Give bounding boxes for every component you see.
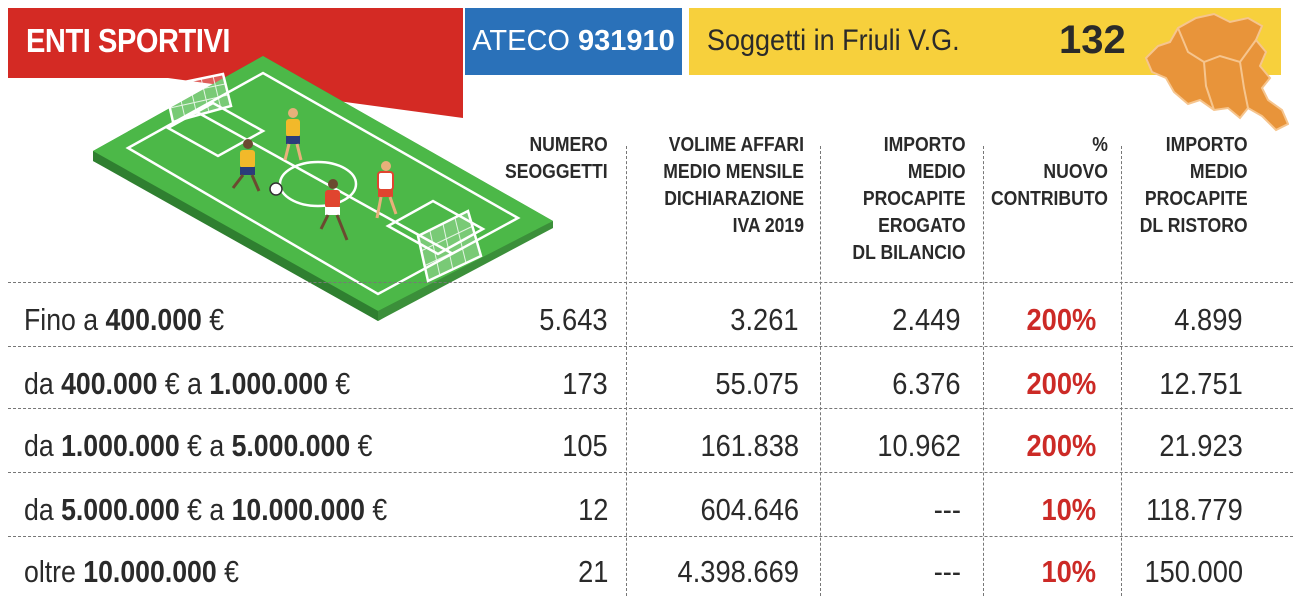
row-divider xyxy=(8,346,1293,347)
ateco-code: 931910 xyxy=(577,25,675,57)
numero-soggetti-value: 105 xyxy=(562,428,608,463)
soggetti-count: 132 xyxy=(1059,18,1126,62)
column-divider xyxy=(983,146,984,596)
player-red-1-icon xyxy=(319,179,349,241)
friuli-map-icon xyxy=(1144,12,1289,132)
numero-soggetti-value: 173 xyxy=(562,366,608,401)
table-row: oltre 10.000.000 € 21 4.398.669 --- 10% … xyxy=(8,544,1293,604)
header-importo-bilancio: IMPORTO MEDIO PROCAPITE EROGATO DL BILANCIO xyxy=(852,134,966,264)
importo-ristoro-value: 150.000 xyxy=(1144,554,1243,589)
range-label: da 1.000.000 € a 5.000.000 € xyxy=(24,428,373,463)
importo-bilancio-value: 2.449 xyxy=(892,302,961,337)
table-row: da 400.000 € a 1.000.000 € 173 55.075 6.… xyxy=(8,356,1293,416)
football-pitch-illustration xyxy=(93,56,553,321)
player-red-2-icon xyxy=(375,161,398,219)
title-band: ENTI SPORTIVI xyxy=(8,8,463,118)
importo-bilancio-value: --- xyxy=(933,492,961,527)
table-row: da 1.000.000 € a 5.000.000 € 105 161.838… xyxy=(8,418,1293,478)
importo-ristoro-value: 4.899 xyxy=(1174,302,1243,337)
ateco-badge: ATECO 931910 xyxy=(465,8,682,75)
importo-bilancio-value: --- xyxy=(933,554,961,589)
range-label: Fino a 400.000 € xyxy=(24,302,225,337)
infographic: ENTI SPORTIVI ATECO 931910 Soggetti in F… xyxy=(8,6,1298,606)
percent-contributo-value: 200% xyxy=(1026,366,1096,401)
importo-ristoro-value: 118.779 xyxy=(1146,492,1243,527)
numero-soggetti-value: 21 xyxy=(577,554,608,589)
column-divider xyxy=(626,146,627,596)
importo-bilancio-value: 10.962 xyxy=(877,428,961,463)
row-divider xyxy=(8,408,1293,409)
percent-contributo-value: 10% xyxy=(1041,492,1096,527)
numero-soggetti-value: 12 xyxy=(577,492,608,527)
column-divider xyxy=(1121,146,1122,596)
player-yellow-1-icon xyxy=(283,108,303,161)
player-yellow-2-icon xyxy=(231,139,261,192)
range-label: oltre 10.000.000 € xyxy=(24,554,239,589)
numero-soggetti-value: 5.643 xyxy=(539,302,608,337)
ateco-label: ATECO xyxy=(472,25,570,57)
table-row: da 5.000.000 € a 10.000.000 € 12 604.646… xyxy=(8,482,1293,542)
row-divider xyxy=(8,472,1293,473)
importo-ristoro-value: 21.923 xyxy=(1159,428,1243,463)
column-divider xyxy=(820,146,821,596)
header-volume-affari: VOLIME AFFARI MEDIO MENSILE DICHIARAZIONE I… xyxy=(663,134,804,237)
volume-affari-value: 3.261 xyxy=(730,302,799,337)
header-importo-ristoro: IMPORTO MEDIO PROCAPITE DL RISTORO xyxy=(1140,134,1248,237)
volume-affari-value: 55.075 xyxy=(715,366,799,401)
soggetti-label: Soggetti in Friuli V.G. xyxy=(707,24,960,57)
title-background xyxy=(8,8,463,118)
page-title: ENTI SPORTIVI xyxy=(26,22,231,59)
range-label: da 5.000.000 € a 10.000.000 € xyxy=(24,492,388,527)
row-divider xyxy=(8,536,1293,537)
percent-contributo-value: 200% xyxy=(1026,428,1096,463)
ball-icon xyxy=(269,182,283,196)
range-label: da 400.000 € a 1.000.000 € xyxy=(24,366,351,401)
volume-affari-value: 161.838 xyxy=(700,428,799,463)
percent-contributo-value: 200% xyxy=(1026,302,1096,337)
table-row: Fino a 400.000 € 5.643 3.261 2.449 200% … xyxy=(8,292,1293,352)
importo-bilancio-value: 6.376 xyxy=(892,366,961,401)
volume-affari-value: 604.646 xyxy=(700,492,799,527)
header-numero-soggetti: NUMERO SEOGGETTI xyxy=(505,134,608,183)
volume-affari-value: 4.398.669 xyxy=(677,554,799,589)
percent-contributo-value: 10% xyxy=(1041,554,1096,589)
importo-ristoro-value: 12.751 xyxy=(1159,366,1243,401)
row-divider xyxy=(8,282,1293,283)
header-percent-contributo: % NUOVO CONTRIBUTO xyxy=(990,134,1108,210)
